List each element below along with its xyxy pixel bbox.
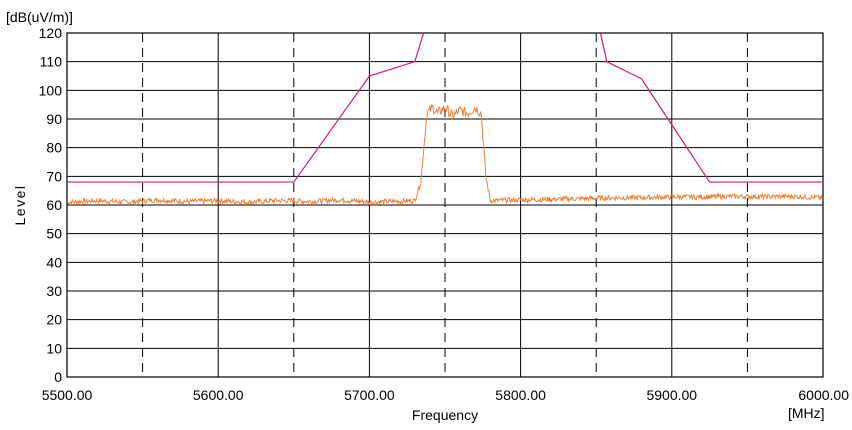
x-tick-label: 5600.00 — [193, 387, 244, 403]
y-axis-title: Level — [12, 185, 28, 226]
y-tick-label: 70 — [46, 168, 62, 184]
measured-trace — [67, 103, 823, 207]
y-tick-label: 20 — [46, 312, 62, 328]
grid — [66, 32, 824, 378]
y-unit-label: [dB(uV/m)] — [6, 9, 73, 25]
limit-line — [67, 33, 823, 183]
y-tick-label: 90 — [46, 111, 62, 127]
y-tick-labels: 0 10 20 30 40 50 60 70 80 90 100 110 120 — [39, 25, 63, 385]
y-tick-label: 120 — [39, 25, 63, 41]
y-tick-label: 60 — [46, 197, 62, 213]
y-tick-label: 80 — [46, 140, 62, 156]
x-tick-labels: 5500.00 5600.00 5700.00 5800.00 5900.00 6000.… — [42, 387, 850, 403]
y-tick-label: 10 — [46, 340, 62, 356]
x-unit-label: [MHz] — [788, 405, 825, 421]
y-tick-label: 30 — [46, 283, 62, 299]
plot-frame — [66, 32, 824, 378]
y-tick-label: 110 — [40, 54, 63, 70]
x-tick-label: 5900.00 — [646, 387, 697, 403]
x-tick-label: 5700.00 — [344, 387, 395, 403]
y-tick-label: 50 — [46, 226, 62, 242]
y-tick-label: 100 — [39, 82, 63, 98]
y-tick-label: 40 — [46, 254, 62, 270]
x-axis-title: Frequency — [412, 407, 478, 423]
series-group — [67, 33, 823, 207]
x-tick-label: 5800.00 — [495, 387, 546, 403]
y-tick-label: 0 — [54, 369, 62, 385]
x-tick-label: 6000.00 — [798, 387, 849, 403]
x-tick-label: 5500.00 — [42, 387, 93, 403]
